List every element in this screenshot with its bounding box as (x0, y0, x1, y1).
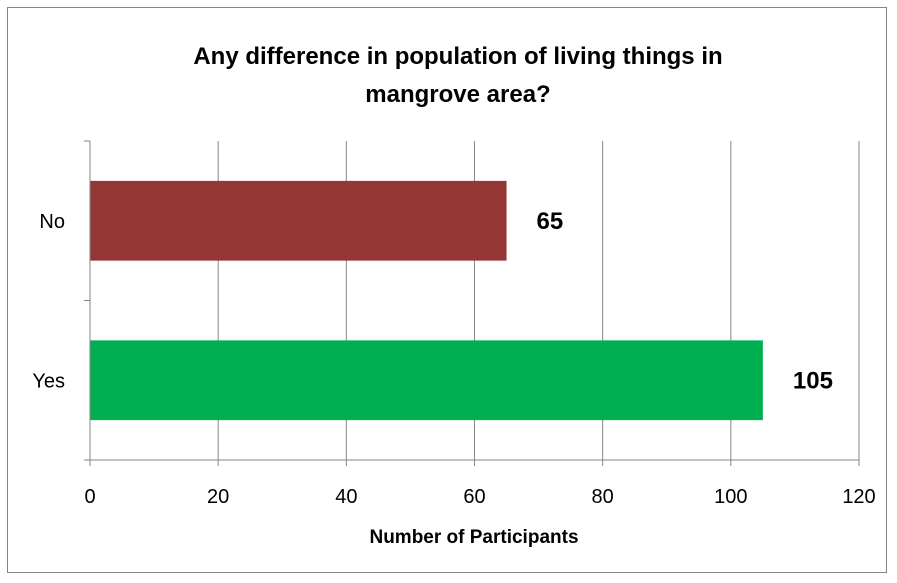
bar-no (90, 180, 507, 261)
chart-title-line-1: Any difference in population of living t… (193, 43, 722, 70)
x-tick-label-100: 100 (714, 486, 747, 508)
category-labels: No Yes (32, 211, 65, 393)
bar-yes (90, 340, 763, 421)
x-tick-label-60: 60 (463, 486, 485, 508)
chart-frame (7, 7, 887, 573)
category-label-no: No (39, 211, 65, 233)
x-axis-label: Number of Participants (369, 527, 578, 548)
bars (90, 180, 763, 421)
data-label-yes: 105 (793, 367, 833, 394)
chart-title-line-2: mangrove area? (365, 81, 550, 108)
x-tick-label-40: 40 (335, 486, 357, 508)
data-labels: 65 105 (537, 208, 833, 395)
x-tick-label-120: 120 (842, 486, 875, 508)
x-tick-label-20: 20 (207, 486, 229, 508)
axes (84, 140, 860, 466)
x-tick-label-80: 80 (592, 486, 614, 508)
category-label-yes: Yes (32, 370, 65, 392)
x-tick-label-0: 0 (84, 486, 95, 508)
data-label-no: 65 (537, 208, 564, 235)
x-tick-labels: 0 20 40 60 80 100 120 (84, 486, 875, 508)
